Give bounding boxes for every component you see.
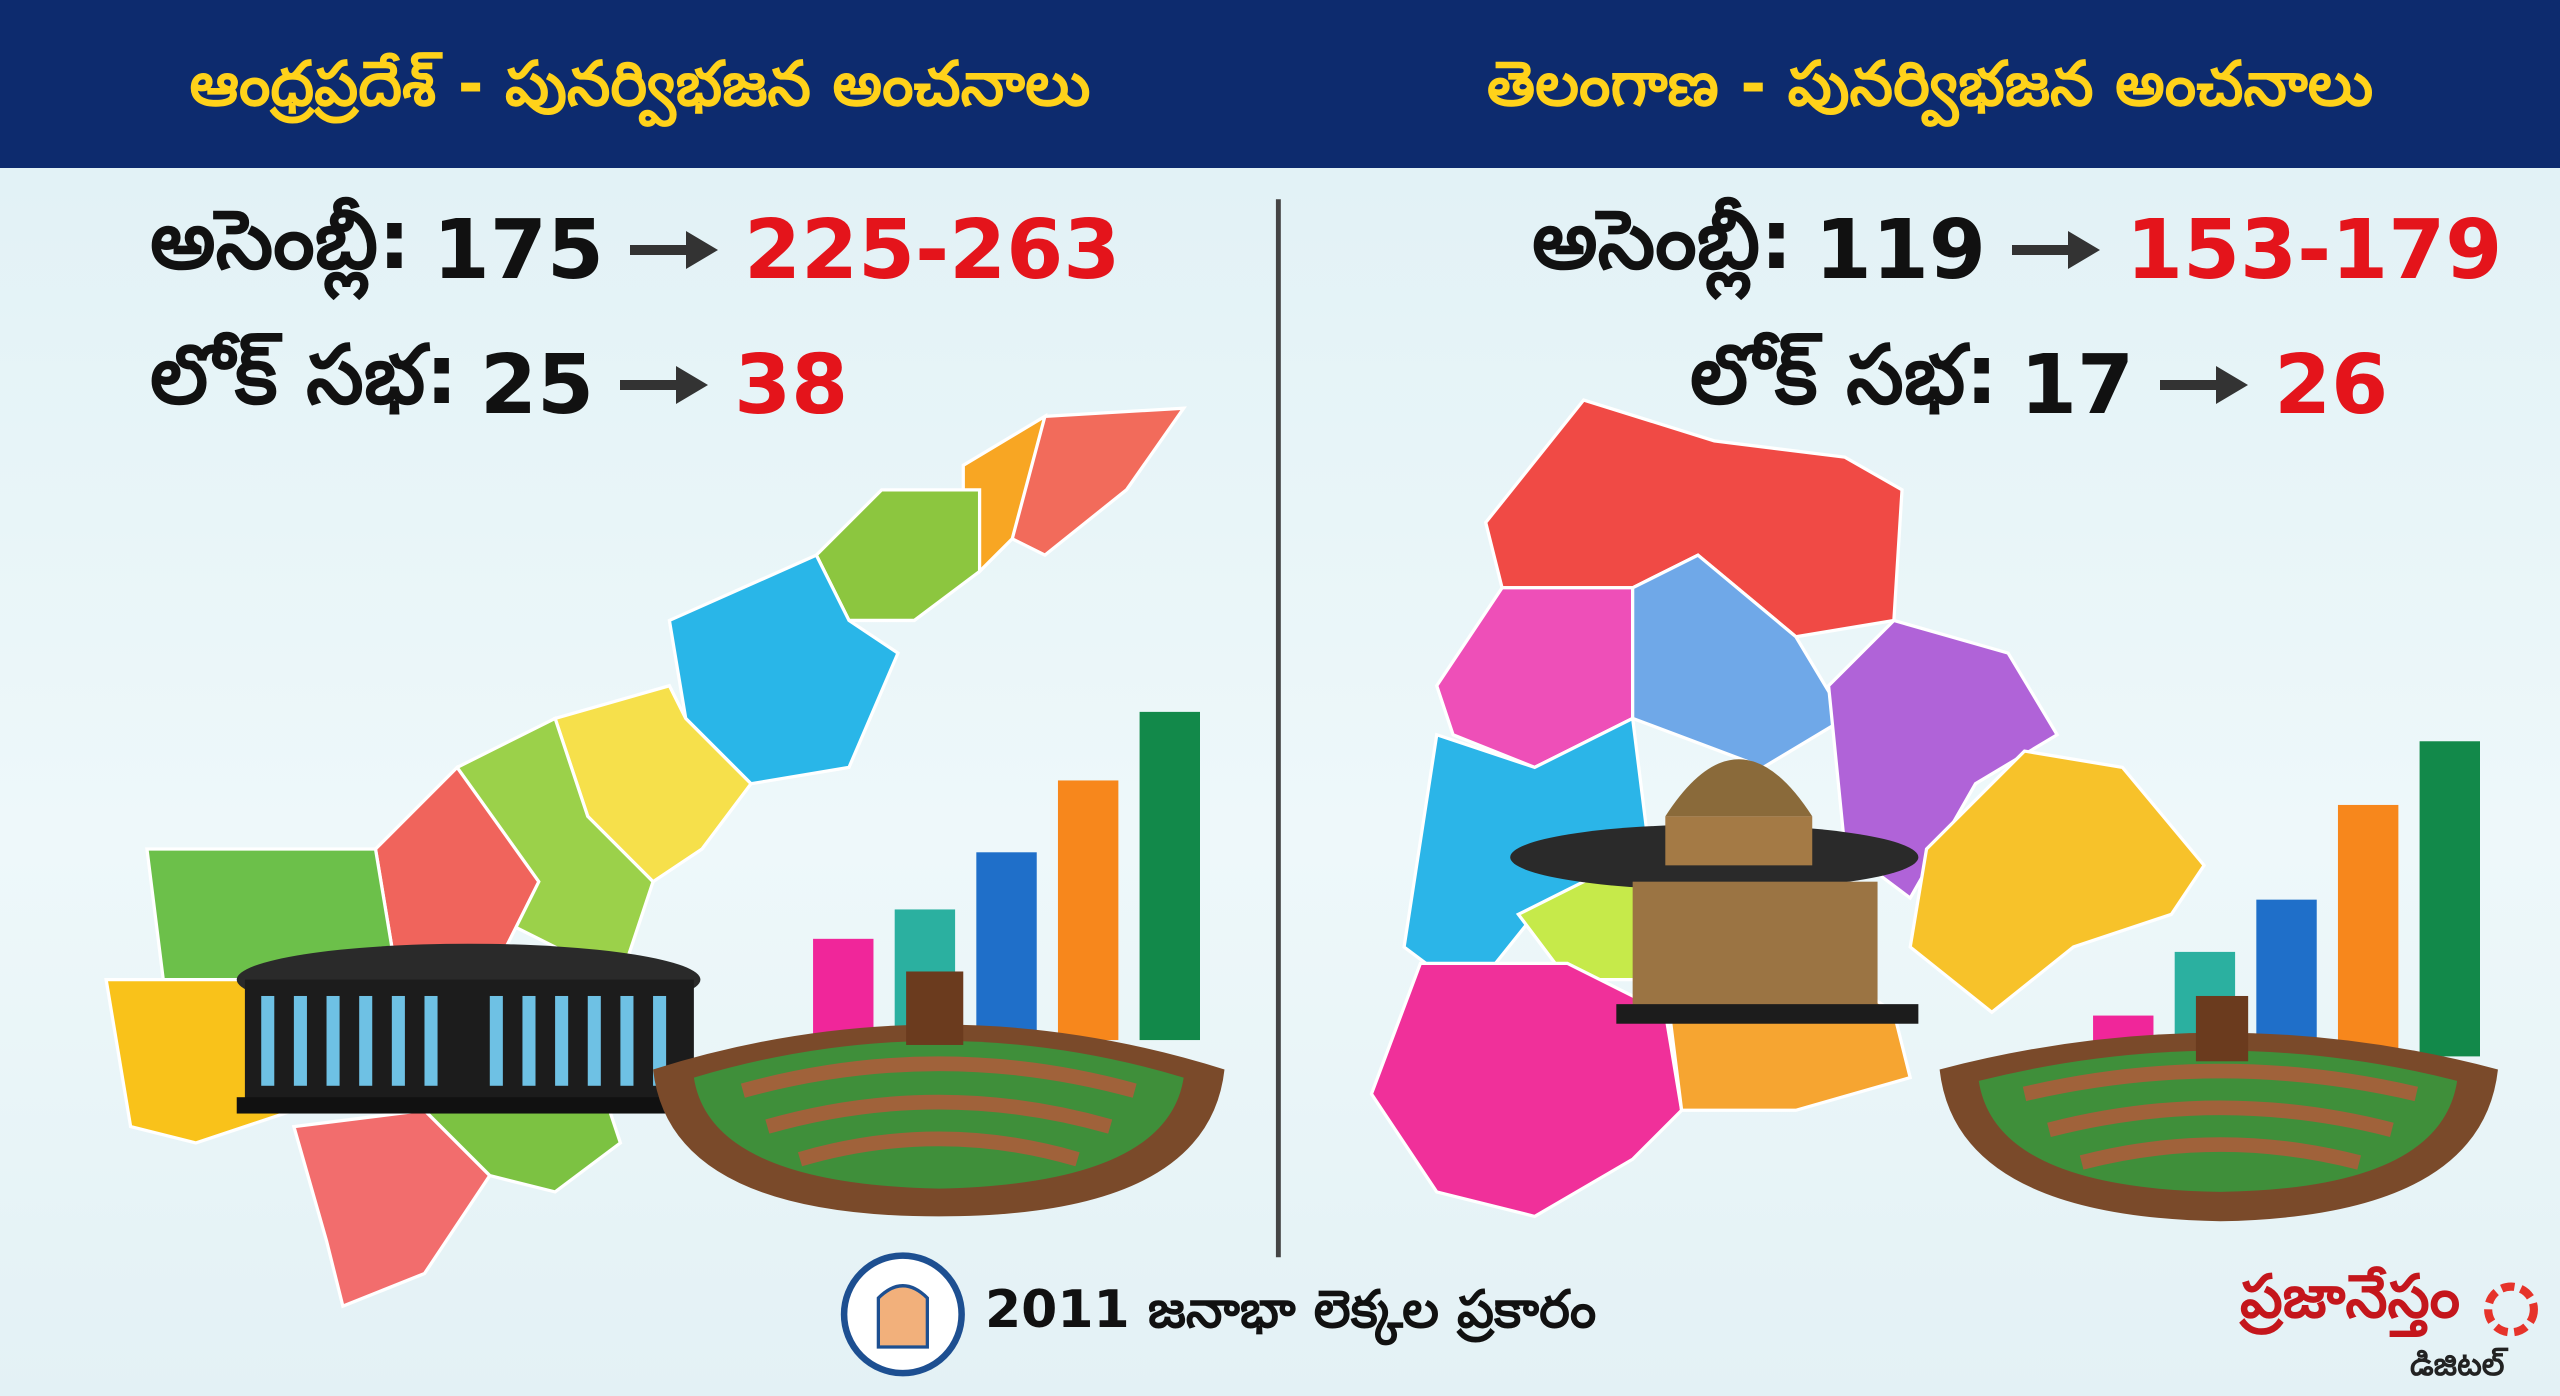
current: 119: [1814, 202, 1986, 298]
logo-name: ప్రజానేస్తం: [2240, 1262, 2461, 1332]
label: అసెంబ్లీ:: [1532, 192, 1793, 288]
ts-chamber: [1939, 995, 2498, 1222]
ap-bars: [813, 711, 1200, 1041]
projected: 225-263: [743, 202, 1121, 298]
current: 25: [480, 337, 595, 433]
footer-icon: [840, 1252, 965, 1377]
ts-map: [1369, 398, 2207, 1219]
current: 175: [432, 202, 604, 298]
ap-lok-sabha: లోక్ సభ: 25 38: [150, 327, 849, 440]
ts-lok-sabha: లోక్ సభ: 17 26: [1690, 327, 2389, 440]
ts-bars: [2093, 741, 2480, 1057]
label: లోక్ సభ:: [150, 327, 458, 423]
arrow: [2160, 366, 2249, 404]
label: అసెంబ్లీ:: [150, 192, 411, 288]
arrow: [620, 366, 709, 404]
projected: 153-179: [2125, 202, 2503, 298]
arrow: [629, 231, 718, 269]
arrow: [2011, 231, 2100, 269]
left-title: ఆంధ్రప్రదేశ్ - పునర్విభజన అంచనాలు: [189, 47, 1091, 120]
projected: 26: [2274, 337, 2389, 433]
label: లోక్ సభ:: [1690, 327, 1998, 423]
logo-tagline: డిజిటల్: [2410, 1345, 2505, 1383]
projected: 38: [734, 337, 849, 433]
ap-parliament: [236, 943, 703, 1114]
ts-parliament: [1510, 759, 1919, 1024]
ap-assembly: అసెంబ్లీ: 175 225-263: [150, 192, 1121, 305]
logo-ring: [2484, 1282, 2538, 1337]
footer-text: 2011 జనాభా లెక్కల ప్రకారం: [985, 1280, 1597, 1340]
current: 17: [2020, 337, 2135, 433]
ap-chamber: [653, 971, 1225, 1217]
right-title: తెలంగాణ - పునర్విభజన అంచనాలు: [1486, 47, 2374, 120]
header: ఆంధ్రప్రదేశ్ - పునర్విభజన అంచనాలు తెలంగా…: [0, 0, 2560, 168]
ts-assembly: అసెంబ్లీ: 119 153-179: [1532, 192, 2503, 305]
